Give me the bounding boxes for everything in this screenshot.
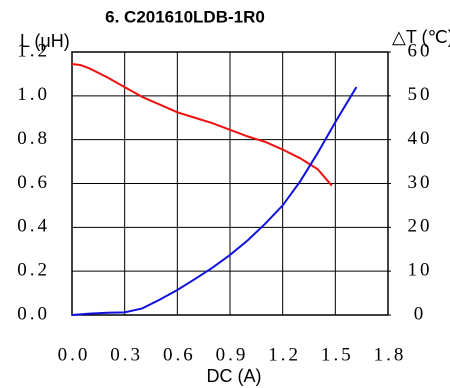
- y-tick-label: 0.8: [17, 128, 50, 149]
- y-tick-label: 1.0: [17, 84, 50, 105]
- y2-tick-label: 60: [408, 40, 433, 61]
- x-tick-label: 0.0: [58, 344, 91, 365]
- y-tick-label: 0.0: [17, 303, 50, 324]
- chart-title: 6. C201610LDB-1R0: [105, 7, 265, 26]
- y2-tick-label: 10: [408, 260, 433, 281]
- y-axis-label: L (μH): [20, 31, 70, 51]
- y-tick-label: 0.4: [17, 216, 50, 237]
- x-tick-label: 1.5: [321, 344, 354, 365]
- data-line: [71, 63, 333, 187]
- y-tick-label: 0.2: [17, 260, 50, 281]
- x-tick-label: 0.3: [110, 344, 143, 365]
- y2-tick-label: 40: [408, 128, 433, 149]
- y-tick-label: 1.2: [17, 40, 50, 61]
- plot-frame: [71, 51, 389, 316]
- x-tick-label: 1.8: [374, 344, 407, 365]
- y2-axis-label: △T (℃): [392, 27, 450, 47]
- y-tick-label: 0.6: [17, 172, 50, 193]
- y2-tick-label: 30: [408, 172, 433, 193]
- x-tick-label: 0.9: [216, 344, 249, 365]
- x-axis-label: DC (A): [207, 366, 262, 386]
- y2-tick-label: 0: [414, 303, 427, 324]
- data-line: [71, 86, 358, 316]
- y2-tick-label: 50: [408, 84, 433, 105]
- x-tick-label: 1.2: [268, 344, 301, 365]
- x-tick-label: 0.6: [163, 344, 196, 365]
- y2-tick-label: 20: [408, 216, 433, 237]
